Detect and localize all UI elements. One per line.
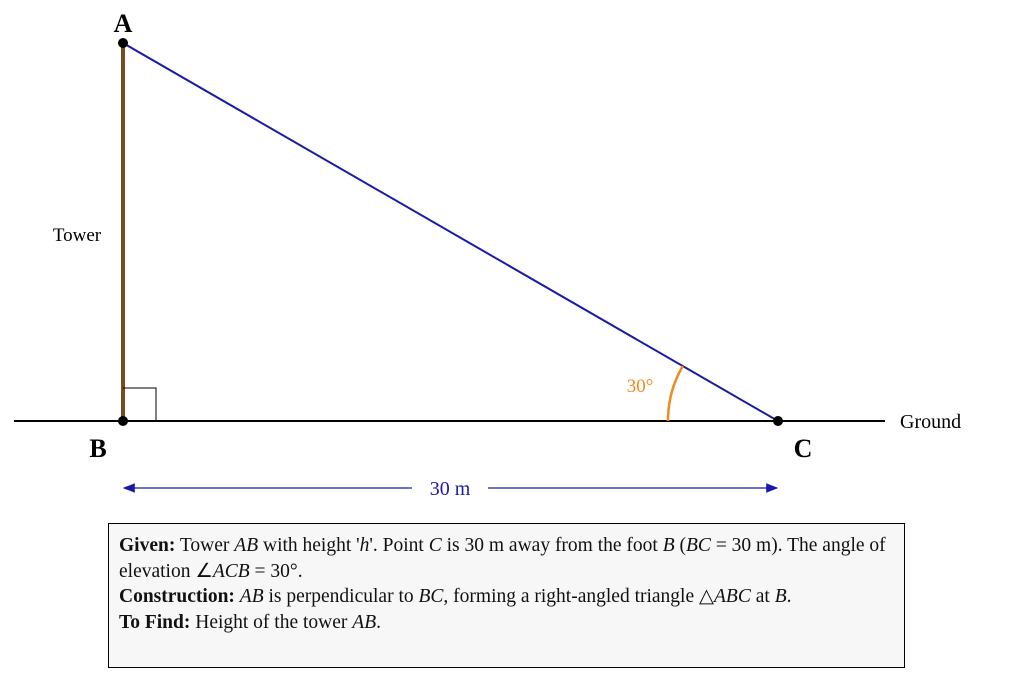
math: BC: [686, 535, 711, 556]
text: Height of the tower: [190, 611, 353, 633]
given-label: Given:: [119, 535, 176, 556]
math: AB: [234, 535, 259, 556]
math: AB: [239, 586, 264, 607]
math: B: [662, 535, 675, 556]
label-b: B: [89, 434, 106, 463]
text: with height ': [258, 535, 360, 556]
math: B: [774, 586, 787, 607]
right-angle-mark: [123, 387, 157, 421]
construction-label: Construction:: [119, 586, 235, 607]
ground-label: Ground: [900, 411, 961, 433]
math: BC: [418, 586, 444, 607]
label-c: C: [794, 434, 813, 463]
math: h: [359, 535, 370, 556]
angle-arc: [666, 365, 684, 422]
text: .: [786, 586, 792, 607]
tower-label: Tower: [53, 225, 102, 246]
text: '. Point: [369, 535, 429, 556]
math: C: [428, 535, 442, 556]
info-box: Given: Tower AB with height 'h'. Point C…: [108, 523, 905, 668]
to-find: To Find: Height of the tower AB.: [119, 610, 894, 636]
text: Tower: [175, 535, 235, 556]
distance-label: 30 m: [430, 478, 471, 500]
math: ABC: [714, 586, 751, 607]
text: .: [376, 611, 381, 633]
math: AB: [352, 611, 377, 633]
construction: Construction: AB is perpendicular to BC,…: [119, 584, 894, 610]
point-a: [118, 38, 128, 48]
text: = 30 m). The angle of elevation ∠: [119, 535, 886, 582]
label-a: A: [114, 9, 133, 38]
text: (: [674, 535, 687, 556]
math: ACB: [212, 560, 250, 582]
angle-label: 30°: [627, 376, 654, 397]
point-c: [773, 416, 783, 426]
text: at: [750, 586, 775, 607]
to-find-label: To Find:: [119, 611, 191, 633]
line-of-sight: [122, 42, 779, 422]
text: is 30 m away from the foot: [441, 535, 663, 556]
point-b: [118, 416, 128, 426]
text: , forming a right-angled triangle △: [443, 586, 715, 607]
given: Given: Tower AB with height 'h'. Point C…: [119, 533, 894, 584]
text: = 30°.: [249, 560, 303, 582]
text: is perpendicular to: [263, 586, 419, 607]
